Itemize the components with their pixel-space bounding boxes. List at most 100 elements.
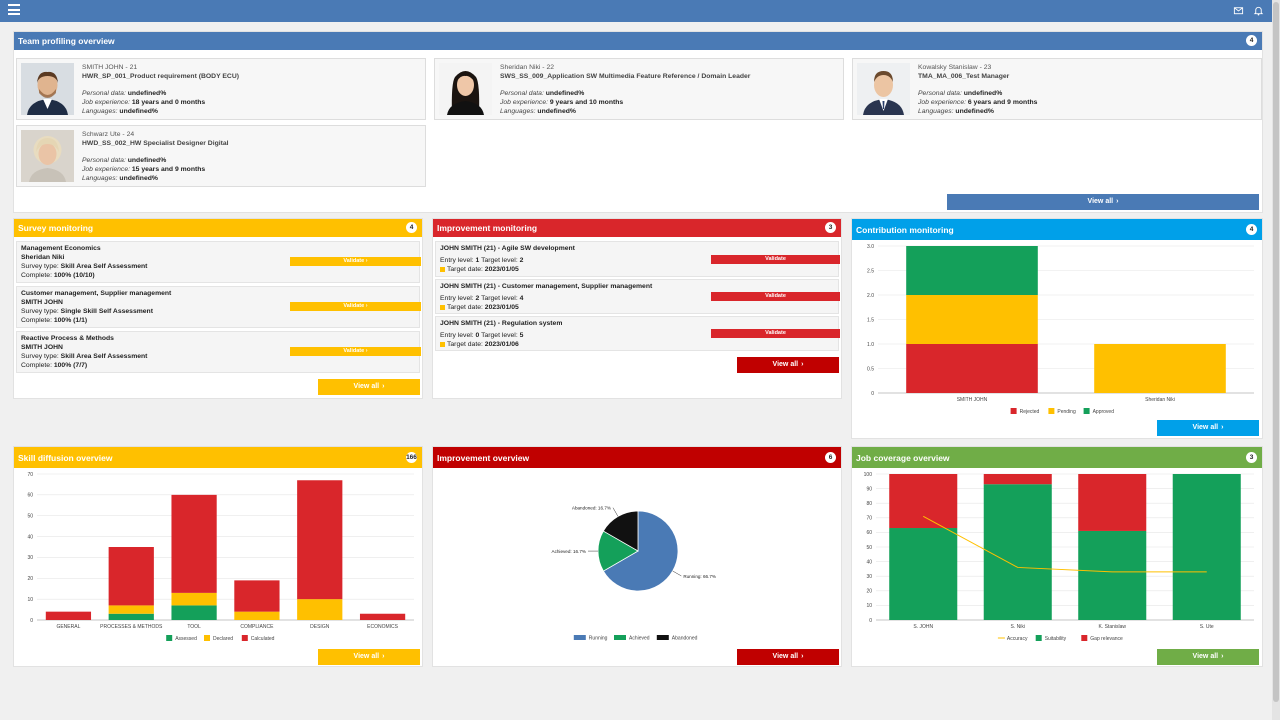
accuracy-line	[923, 515, 1207, 573]
legend-label: Suitability	[1045, 636, 1067, 642]
job-experience-value: 6 years and 9 months	[967, 99, 1038, 106]
target-level-label: Target level:	[481, 257, 518, 264]
improvement-item: JOHN SMITH (21) - Customer management, S…	[435, 279, 840, 314]
legend-label: Approved	[1093, 409, 1115, 415]
skill-diffusion-view-all-button[interactable]: View all ›	[318, 649, 420, 665]
survey-item: Customer management, Supplier management…	[16, 286, 421, 328]
x-tick-label: SMITH JOHN	[957, 397, 988, 403]
validate-button[interactable]: Validate ›	[290, 302, 421, 311]
team-profiling-panel: Team profiling overview 4 SMITH JOHN - 2…	[13, 31, 1263, 213]
complete-value: 100% (1/1)	[53, 317, 88, 324]
improvement-monitoring-view-all-button[interactable]: View all ›	[737, 357, 839, 373]
legend-swatch	[1048, 408, 1055, 414]
survey-monitoring-panel: Survey monitoring 4 Management Economics…	[13, 218, 423, 399]
improvement-title: JOHN SMITH (21) - Customer management, S…	[440, 283, 653, 290]
validate-label: Validate	[343, 303, 365, 309]
survey-item: Management Economics Sheridan Niki Surve…	[16, 241, 421, 283]
bar-segment	[1078, 530, 1147, 620]
team-member-card[interactable]: SMITH JOHN - 21 HWR_SP_001_Product requi…	[16, 58, 426, 120]
legend-swatch	[1081, 635, 1088, 641]
y-tick-label: 0	[30, 618, 33, 624]
job-coverage-view-all-button[interactable]: View all ›	[1157, 649, 1259, 665]
improvement-overview-view-all-button[interactable]: View all ›	[737, 649, 839, 665]
scrollbar-thumb[interactable]	[1273, 2, 1279, 702]
member-name: Kowalsky Stanislaw - 23	[918, 64, 992, 71]
y-tick-label: 40	[866, 559, 872, 565]
improvement-overview-header: Improvement overview 6	[433, 447, 841, 468]
improvement-item: JOHN SMITH (21) - Regulation system Entr…	[435, 316, 840, 351]
menu-icon[interactable]	[8, 4, 20, 16]
personal-data-label: Personal data:	[918, 90, 962, 97]
y-tick-label: 1.0	[867, 342, 874, 348]
avatar	[857, 63, 910, 115]
avatar	[21, 63, 74, 115]
bell-icon[interactable]	[1253, 5, 1264, 16]
validate-button[interactable]: Validate	[711, 255, 840, 264]
x-tick-label: TOOL	[187, 624, 201, 630]
mail-icon[interactable]	[1233, 5, 1244, 16]
count-badge: 6	[825, 452, 836, 463]
view-all-label: View all	[353, 383, 380, 390]
personal-data-label: Personal data:	[500, 90, 544, 97]
calendar-icon	[440, 304, 445, 310]
skill-diffusion-header: Skill diffusion overview 166	[14, 447, 422, 468]
avatar	[21, 130, 74, 182]
entry-level-value: 1	[475, 257, 480, 264]
survey-item: Reactive Process & Methods SMITH JOHN Su…	[16, 331, 421, 373]
scrollbar[interactable]	[1272, 0, 1280, 720]
bar-segment	[108, 605, 154, 614]
y-tick-label: 3.0	[867, 244, 874, 250]
survey-view-all-button[interactable]: View all ›	[318, 379, 420, 395]
survey-person: Sheridan Niki	[21, 254, 65, 261]
bar-segment	[1094, 344, 1226, 393]
team-profiling-header: Team profiling overview 4	[14, 32, 1262, 50]
x-tick-label: PROCESSES & METHODS	[100, 624, 163, 630]
bar-segment	[889, 528, 958, 620]
survey-person: SMITH JOHN	[21, 344, 63, 351]
validate-button[interactable]: Validate	[711, 329, 840, 338]
survey-type-value: Skill Area Self Assessment	[60, 263, 148, 270]
bar-segment	[906, 295, 1038, 344]
survey-title: Management Economics	[21, 245, 101, 252]
x-tick-label: DESIGN	[310, 624, 330, 630]
contribution-chart: 3.0 2.5 2.0 1.5 1.0 0.5 0 SMITH JOHN Sheridan Ni…	[867, 244, 1254, 415]
panel-title: Skill diffusion overview	[18, 453, 113, 463]
chevron-right-icon: ›	[382, 653, 385, 660]
chevron-right-icon: ›	[1221, 653, 1224, 660]
job-coverage-header: Job coverage overview 3	[852, 447, 1262, 468]
y-tick-label: 20	[27, 576, 33, 582]
team-member-card[interactable]: Schwarz Ute - 24 HWD_SS_002_HW Specialis…	[16, 125, 426, 187]
y-tick-label: 0	[869, 618, 872, 624]
member-role: HWR_SP_001_Product requirement (BODY ECU…	[82, 73, 239, 80]
skill-diffusion-panel: Skill diffusion overview 166 70 60 50 40 30 2…	[13, 446, 423, 667]
job-experience-value: 18 years and 0 months	[131, 99, 206, 106]
validate-button[interactable]: Validate ›	[290, 257, 421, 266]
member-name: Sheridan Niki - 22	[500, 64, 555, 71]
complete-value: 100% (10/10)	[53, 272, 95, 279]
chevron-right-icon: ›	[1221, 424, 1224, 431]
legend-swatch	[204, 635, 210, 641]
team-member-card[interactable]: Sheridan Niki - 22 SWS_SS_009_Applicatio…	[434, 58, 844, 120]
validate-button[interactable]: Validate	[711, 292, 840, 301]
chevron-right-icon: ›	[382, 383, 385, 390]
team-view-all-button[interactable]: View all ›	[947, 194, 1259, 210]
bar-segment	[983, 474, 1052, 485]
member-role: TMA_MA_006_Test Manager	[918, 73, 1010, 80]
personal-data-label: Personal data:	[82, 90, 126, 97]
top-bar	[0, 0, 1272, 22]
view-all-label: View all	[353, 653, 380, 660]
languages-value: undefined%	[119, 108, 158, 115]
target-level-value: 4	[519, 295, 524, 302]
target-date-value: 2023/01/05	[484, 266, 519, 273]
personal-data-value: undefined%	[545, 90, 585, 97]
x-tick-label: K. Stanislaw	[1098, 624, 1126, 630]
y-tick-label: 90	[866, 486, 872, 492]
chevron-right-icon: ›	[365, 348, 368, 354]
y-tick-label: 70	[866, 516, 872, 522]
x-tick-label: S. JOHN	[913, 624, 933, 630]
contribution-view-all-button[interactable]: View all ›	[1157, 420, 1259, 436]
improvement-title: JOHN SMITH (21) - Agile SW development	[440, 245, 575, 252]
team-member-card[interactable]: Kowalsky Stanislaw - 23 TMA_MA_006_Test …	[852, 58, 1262, 120]
validate-button[interactable]: Validate ›	[290, 347, 421, 356]
target-level-label: Target level:	[481, 295, 518, 302]
